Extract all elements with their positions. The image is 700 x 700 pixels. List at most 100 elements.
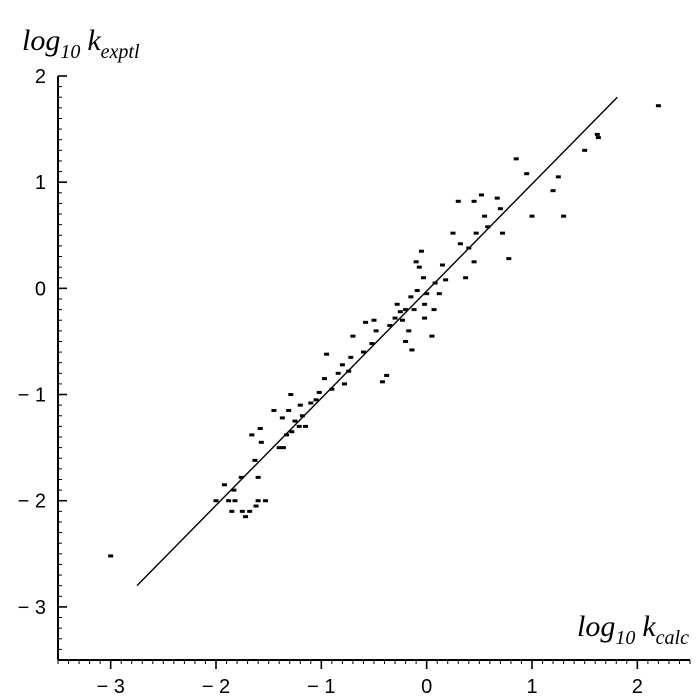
data-point (279, 416, 285, 420)
data-point (411, 308, 417, 312)
data-point (252, 458, 258, 462)
y-axis-title-log: log (22, 24, 60, 57)
data-point (443, 278, 449, 282)
data-point (494, 196, 500, 200)
data-point (529, 214, 535, 218)
data-point (384, 373, 390, 377)
fit-line (136, 96, 618, 587)
data-point (292, 419, 298, 423)
data-point (276, 446, 282, 450)
data-point (406, 329, 412, 333)
data-point (397, 310, 403, 314)
data-point (473, 231, 479, 235)
data-point (413, 260, 419, 264)
data-point (360, 350, 366, 354)
data-point (436, 292, 442, 296)
data-point (524, 172, 530, 176)
data-point (308, 401, 314, 405)
data-point (313, 398, 319, 402)
data-point (418, 249, 424, 253)
x-axis-title-ksub: calc (656, 627, 689, 649)
data-point (369, 342, 375, 346)
data-point (439, 263, 445, 267)
x-axis-title-log: log (577, 610, 615, 643)
data-point (280, 446, 286, 450)
x-tick-label: − 1 (307, 676, 335, 698)
data-point (286, 408, 292, 412)
y-axis-title: log10 kexptl (22, 24, 140, 63)
data-point (324, 352, 330, 356)
data-point (455, 199, 461, 203)
data-point (422, 316, 428, 320)
tick-labels: − 3 − 2 − 1 0 1 2 − 3 − 2 − 1 0 1 2 (18, 66, 643, 698)
x-tick-label: − 3 (96, 676, 124, 698)
x-tick-label: 2 (632, 676, 643, 698)
y-tick-label: − 1 (18, 385, 46, 407)
data-point (335, 371, 341, 375)
data-point (595, 136, 601, 140)
data-point (422, 302, 428, 306)
data-point (221, 483, 227, 487)
data-point (239, 509, 245, 513)
data-point (242, 515, 248, 519)
data-point (231, 488, 237, 492)
data-point (371, 318, 377, 322)
data-point (594, 132, 600, 136)
y-tick-label: − 2 (18, 491, 46, 513)
data-point (258, 440, 264, 444)
data-point (392, 316, 398, 320)
x-axis-title-k: k (642, 610, 656, 643)
data-point (346, 369, 352, 373)
data-point (421, 276, 427, 280)
data-point (226, 499, 232, 503)
data-point (257, 427, 263, 431)
data-point (108, 554, 114, 558)
data-point (296, 424, 302, 428)
data-point (379, 380, 385, 384)
x-axis-title-sub: 10 (615, 627, 635, 649)
data-point (431, 308, 437, 312)
data-point (394, 302, 400, 306)
data-point (399, 318, 405, 322)
data-point (255, 475, 261, 479)
data-points (108, 104, 661, 558)
data-point (463, 276, 469, 280)
data-point (506, 257, 512, 261)
data-point (403, 308, 409, 312)
y-axis-title-sub: 10 (60, 41, 80, 63)
data-point (485, 225, 491, 229)
data-point (497, 207, 503, 211)
x-axis-title: log10 kcalc (577, 610, 689, 649)
data-point (263, 499, 269, 503)
data-point (409, 348, 415, 352)
data-point (299, 414, 305, 418)
data-point (414, 288, 420, 292)
x-tick-label: − 2 (202, 676, 230, 698)
data-point (416, 265, 422, 269)
data-point (232, 499, 238, 503)
data-point (424, 292, 430, 296)
data-point (253, 504, 259, 508)
data-point (408, 295, 414, 299)
y-tick-label: 2 (35, 66, 46, 88)
data-point (403, 339, 409, 343)
data-point (247, 509, 253, 513)
data-point (655, 104, 661, 108)
data-point (513, 157, 519, 161)
data-point (429, 334, 435, 338)
data-point (471, 199, 477, 203)
data-point (363, 320, 369, 324)
data-point (213, 499, 219, 503)
data-point (387, 324, 393, 328)
data-point (561, 214, 567, 218)
data-point (297, 403, 303, 407)
y-tick-label: 0 (35, 278, 46, 300)
data-point (342, 382, 348, 386)
data-point (271, 408, 277, 412)
data-point (478, 193, 484, 197)
data-point (238, 475, 244, 479)
data-point (303, 424, 309, 428)
data-point (450, 231, 456, 235)
